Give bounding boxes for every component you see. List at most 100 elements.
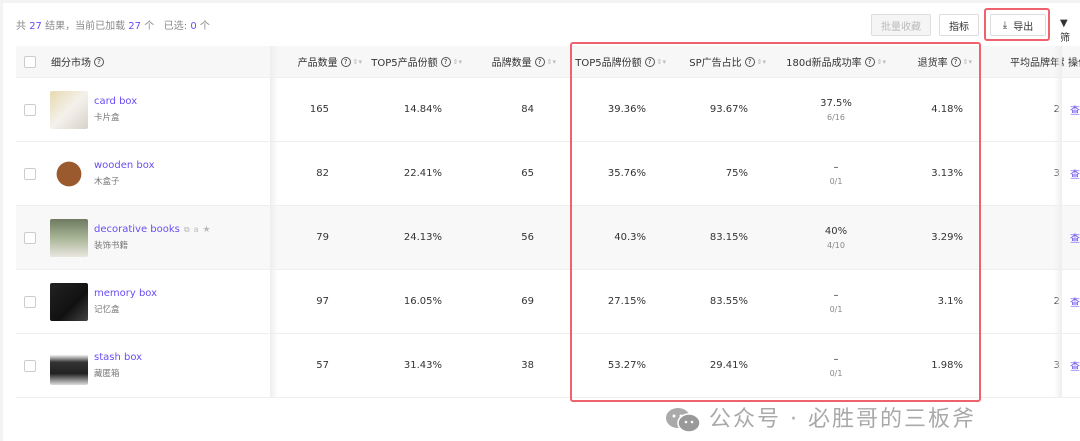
col-top5-product[interactable]: TOP5产品份额? ⇕▾ (371, 56, 462, 69)
metrics-button[interactable]: 指标 (939, 14, 979, 36)
brand-age-value: 3 (1010, 334, 1060, 397)
products-value: 79 (316, 232, 329, 243)
top-border (0, 0, 1080, 3)
row-checkbox[interactable] (24, 167, 36, 180)
select-all-checkbox[interactable] (24, 55, 36, 68)
success-rate-value: 40% (824, 225, 848, 237)
sort-icon[interactable]: ⇕▾ (352, 57, 362, 66)
fixed-column-shadow (270, 46, 278, 398)
market-name-cn: 记忆盒 (94, 305, 120, 315)
top5-brand-value: 53.27% (607, 360, 646, 371)
return-rate-value: 1.98% (931, 360, 963, 371)
sp-ad-value: 83.55% (709, 296, 748, 307)
brand-age-value: 2 (1010, 270, 1060, 333)
sp-ad-value: 83.15% (709, 232, 748, 243)
help-icon[interactable]: ? (534, 56, 545, 67)
sp-ad-value: 29.41% (709, 360, 748, 371)
success-rate-fraction: 0/1 (829, 304, 843, 314)
success-rate-fraction: 0/1 (829, 176, 843, 186)
view-action-link[interactable]: 查 (1070, 106, 1080, 117)
brands-value: 65 (521, 168, 534, 179)
success-rate-value: – (833, 161, 839, 173)
help-icon[interactable]: ? (950, 56, 961, 67)
top5-product-value: 24.13% (403, 232, 442, 243)
watermark-text: 公众号 · 必胜哥的三板斧 (709, 407, 976, 432)
help-icon[interactable]: ? (440, 56, 451, 67)
return-rate-value: 3.29% (931, 232, 963, 243)
product-thumbnail (50, 346, 88, 385)
filter-icon: ▼ (1060, 18, 1068, 29)
col-top5-brand[interactable]: TOP5品牌份额? ⇕▾ (575, 56, 666, 69)
market-name-link[interactable]: stash box (94, 352, 143, 363)
sort-icon[interactable]: ⇕▾ (546, 57, 556, 66)
top5-brand-value: 27.15% (607, 296, 646, 307)
sp-ad-value: 93.67% (709, 104, 748, 115)
success-rate-value: – (833, 289, 839, 301)
table-row: decorative books ⧉ a ★ 装饰书籍 79 24.13% 56 40… (16, 206, 1080, 270)
col-sp-ad[interactable]: SP广告占比? ⇕▾ (689, 56, 766, 69)
market-name-link[interactable]: card box (94, 96, 138, 107)
market-name-link[interactable]: wooden box (94, 160, 155, 171)
brands-value: 38 (521, 360, 534, 371)
brand-age-value: 3 (1010, 142, 1060, 205)
row-checkbox[interactable] (24, 295, 36, 308)
help-icon[interactable]: ? (94, 56, 104, 67)
help-icon[interactable]: ? (644, 56, 655, 67)
product-thumbnail (50, 90, 88, 129)
col-success-rate[interactable]: 180d新品成功率? ⇕▾ (786, 56, 886, 69)
market-name-cn: 装饰书籍 (94, 241, 129, 251)
row-checkbox[interactable] (24, 231, 36, 244)
market-name-link[interactable]: decorative books (94, 224, 180, 235)
col-brand-age[interactable]: 平均品牌年龄 (1010, 58, 1064, 69)
star-icon[interactable]: ★ (202, 225, 211, 235)
sort-icon[interactable]: ⇕▾ (656, 57, 666, 66)
export-label: 导出 (1013, 21, 1034, 33)
brand-age-value: 2 (1010, 78, 1060, 141)
summary-prefix: 共 (16, 21, 26, 32)
amazon-icon[interactable]: a (193, 225, 199, 234)
return-rate-value: 3.1% (937, 296, 963, 307)
products-value: 57 (316, 360, 329, 371)
product-thumbnail (50, 154, 88, 193)
selected-label: 已选: (163, 21, 188, 32)
col-products[interactable]: 产品数量? ⇕▾ (297, 56, 362, 69)
left-border (0, 0, 3, 441)
view-action-link[interactable]: 查 (1070, 298, 1080, 309)
col-return-rate[interactable]: 退货率? ⇕▾ (917, 56, 972, 69)
selected-count: 0 (190, 21, 197, 32)
brands-value: 69 (521, 296, 534, 307)
sort-icon[interactable]: ⇕▾ (876, 57, 886, 66)
success-rate-value: – (833, 353, 839, 365)
market-name-cn: 木盒子 (94, 177, 120, 187)
return-rate-value: 3.13% (931, 168, 963, 179)
export-button[interactable]: ⤓ 导出 (990, 14, 1046, 36)
view-action-link[interactable]: 查 (1070, 234, 1080, 245)
help-icon[interactable]: ? (864, 56, 875, 67)
success-rate-fraction: 4/10 (827, 240, 845, 250)
success-rate-fraction: 6/16 (827, 112, 845, 122)
market-name-cn: 藏匿箱 (94, 369, 120, 379)
table-row: wooden box 木盒子 82 22.41% 65 35.76% 75% –… (16, 142, 1080, 206)
row-checkbox[interactable] (24, 103, 36, 116)
sort-icon[interactable]: ⇕▾ (756, 57, 766, 66)
loaded-count: 27 (128, 21, 142, 32)
watermark: 公众号 · 必胜哥的三板斧 (665, 406, 976, 434)
total-count: 27 (29, 21, 42, 32)
help-icon[interactable]: ? (744, 56, 755, 67)
brands-value: 84 (521, 104, 534, 115)
row-checkbox[interactable] (24, 359, 36, 372)
table-header: 细分市场? 产品数量? ⇕▾ TOP5产品份额? ⇕▾ 品牌数量? ⇕▾ TOP5品牌… (16, 46, 1080, 78)
wechat-icon (666, 408, 701, 433)
batch-favorite-button[interactable]: 批量收藏 (871, 14, 931, 36)
copy-icon[interactable]: ⧉ (183, 225, 190, 234)
help-icon[interactable]: ? (340, 56, 351, 67)
market-name-link[interactable]: memory box (94, 288, 158, 299)
table-row: card box 卡片盒 165 14.84% 84 39.36% 93.67%… (16, 78, 1080, 142)
sort-icon[interactable]: ⇕▾ (962, 57, 972, 66)
col-brands[interactable]: 品牌数量? ⇕▾ (491, 56, 556, 69)
view-action-link[interactable]: 查 (1070, 170, 1080, 181)
filter-button[interactable]: ▼ 筛 (1060, 18, 1080, 44)
sort-icon[interactable]: ⇕▾ (452, 57, 462, 66)
summary-unit: 个 (144, 21, 155, 32)
view-action-link[interactable]: 查 (1070, 362, 1080, 373)
